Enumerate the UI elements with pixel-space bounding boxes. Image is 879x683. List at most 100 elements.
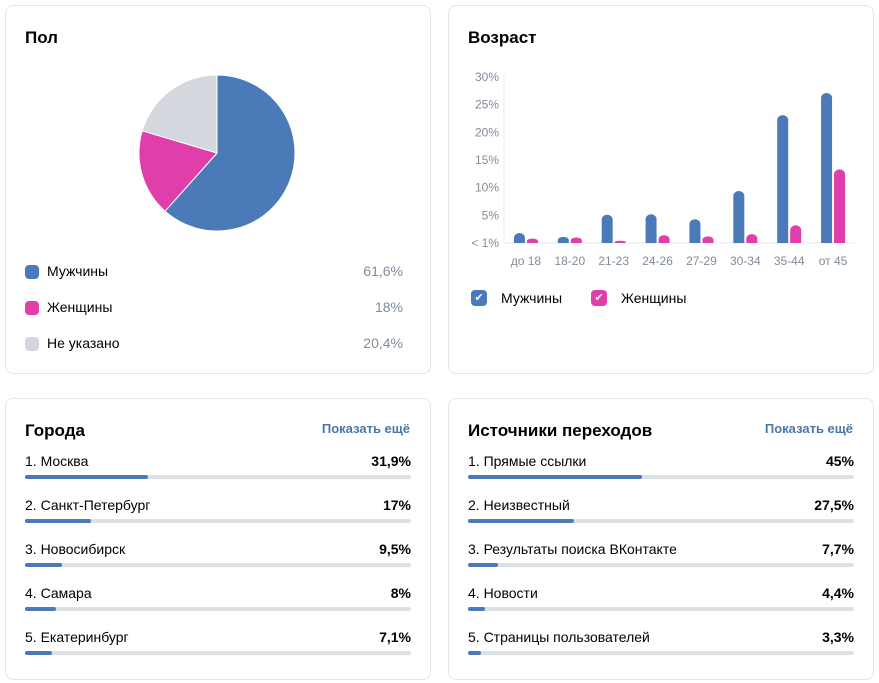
female-swatch	[25, 301, 39, 315]
legend-male: Мужчины 61,6%	[25, 262, 403, 282]
gender-title: Пол	[25, 28, 58, 47]
item-label: 2. Неизвестный	[468, 497, 570, 513]
progress-track	[25, 607, 411, 611]
bar-Мужчины-21-23[interactable]	[601, 214, 613, 243]
progress-track	[25, 651, 411, 655]
sources-title: Источники переходов	[468, 421, 653, 440]
age-card: Возраст < 1% 5% 10% 15% 20% 25% 30% до 18 18-20 2…	[448, 5, 874, 374]
item-label: 3. Новосибирск	[25, 541, 126, 557]
item-value: 7,7%	[822, 541, 854, 557]
bar-Мужчины-35-44[interactable]	[777, 115, 789, 243]
progress-track	[468, 607, 854, 611]
item-value: 7,1%	[379, 629, 411, 645]
x-tick-label: 35-44	[774, 254, 805, 268]
list-item: 2. Неизвестный 27,5%	[468, 497, 854, 527]
legend-label: Женщины	[621, 290, 687, 306]
list-item: 4. Самара 8%	[25, 585, 411, 615]
list-item: 5. Страницы пользователей 3,3%	[468, 629, 854, 659]
legend-value: 61,6%	[363, 263, 403, 279]
progress-fill	[468, 475, 642, 479]
gender-pie-chart	[138, 74, 296, 232]
x-tick-label: до 18	[511, 254, 542, 268]
y-tick-label: 5%	[482, 208, 500, 222]
progress-track	[468, 519, 854, 523]
item-label: 1. Прямые ссылки	[468, 453, 587, 469]
y-tick-label: 15%	[475, 153, 499, 167]
legend-label: Мужчины	[501, 290, 563, 306]
check-icon: ✔	[591, 290, 607, 306]
y-tick-label: 20%	[475, 125, 499, 139]
item-label: 5. Страницы пользователей	[468, 629, 650, 645]
progress-fill	[25, 475, 149, 479]
list-item: 2. Санкт-Петербург 17%	[25, 497, 411, 527]
list-item: 5. Екатеринбург 7,1%	[25, 629, 411, 659]
progress-fill	[25, 563, 62, 567]
legend-label: Не указано	[47, 335, 120, 351]
gender-card: Пол Мужчины 61,6% Женщины 18% Не указано 20…	[5, 5, 431, 374]
sources-show-more-link[interactable]: Показать ещё	[764, 421, 853, 436]
item-value: 4,4%	[822, 585, 854, 601]
y-tick-label: < 1%	[471, 236, 499, 250]
progress-fill	[468, 651, 481, 655]
legend-label: Женщины	[47, 299, 113, 315]
list-item: 4. Новости 4,4%	[468, 585, 854, 615]
legend-unknown: Не указано 20,4%	[25, 334, 403, 354]
bar-Женщины-21-23[interactable]	[614, 240, 626, 243]
bar-Мужчины-30-34[interactable]	[733, 190, 745, 243]
bar-Женщины-от 45[interactable]	[834, 169, 846, 243]
x-tick-label: от 45	[819, 254, 848, 268]
item-label: 4. Самара	[25, 585, 92, 601]
progress-track	[25, 475, 411, 479]
list-item: 1. Москва 31,9%	[25, 453, 411, 483]
unknown-swatch	[25, 337, 39, 351]
x-tick-label: 27-29	[686, 254, 717, 268]
item-label: 5. Екатеринбург	[25, 629, 129, 645]
bar-Женщины-35-44[interactable]	[790, 225, 802, 243]
check-icon: ✔	[471, 290, 487, 306]
item-value: 8%	[390, 585, 411, 601]
bar-Женщины-до 18[interactable]	[526, 238, 538, 243]
bar-Женщины-18-20[interactable]	[570, 237, 582, 243]
progress-track	[25, 563, 411, 567]
bar-Мужчины-24-26[interactable]	[645, 214, 657, 243]
x-tick-label: 30-34	[730, 254, 761, 268]
item-label: 2. Санкт-Петербург	[25, 497, 151, 513]
bar-Женщины-30-34[interactable]	[746, 234, 758, 243]
legend-value: 18%	[374, 299, 403, 315]
progress-track	[468, 475, 854, 479]
cities-show-more-link[interactable]: Показать ещё	[321, 421, 410, 436]
list-item: 3. Результаты поиска ВКонтакте 7,7%	[468, 541, 854, 571]
pie-slice-Мужчины[interactable]	[164, 74, 296, 232]
bar-Женщины-24-26[interactable]	[658, 235, 670, 243]
progress-track	[468, 651, 854, 655]
legend-value: 20,4%	[363, 335, 403, 351]
bar-Мужчины-до 18[interactable]	[513, 233, 525, 243]
item-value: 3,3%	[822, 629, 854, 645]
bar-Мужчины-27-29[interactable]	[689, 219, 701, 243]
list-item: 1. Прямые ссылки 45%	[468, 453, 854, 483]
y-tick-label: 30%	[475, 70, 499, 84]
item-label: 3. Результаты поиска ВКонтакте	[468, 541, 677, 557]
progress-fill	[25, 651, 53, 655]
bar-Женщины-27-29[interactable]	[702, 236, 714, 243]
bar-Мужчины-от 45[interactable]	[821, 93, 833, 244]
legend-label: Мужчины	[47, 263, 109, 279]
age-title: Возраст	[468, 28, 537, 47]
progress-fill	[25, 607, 56, 611]
male-swatch	[25, 265, 39, 279]
item-value: 31,9%	[371, 453, 411, 469]
cities-title: Города	[25, 421, 85, 440]
list-item: 3. Новосибирск 9,5%	[25, 541, 411, 571]
x-tick-label: 21-23	[598, 254, 629, 268]
y-tick-label: 25%	[475, 98, 499, 112]
age-bar-chart: < 1% 5% 10% 15% 20% 25% 30% до 18 18-20 21-23 24-2…	[471, 70, 855, 268]
y-tick-label: 10%	[475, 181, 499, 195]
item-label: 4. Новости	[468, 585, 538, 601]
progress-track	[468, 563, 854, 567]
pie-slice-Не указано[interactable]	[141, 74, 218, 154]
item-value: 9,5%	[379, 541, 411, 557]
pie-slice-Женщины[interactable]	[138, 130, 218, 212]
sources-card: Источники переходов Показать ещё 1. Прям…	[448, 398, 874, 680]
bar-Мужчины-18-20[interactable]	[557, 236, 569, 243]
progress-fill	[468, 519, 575, 523]
